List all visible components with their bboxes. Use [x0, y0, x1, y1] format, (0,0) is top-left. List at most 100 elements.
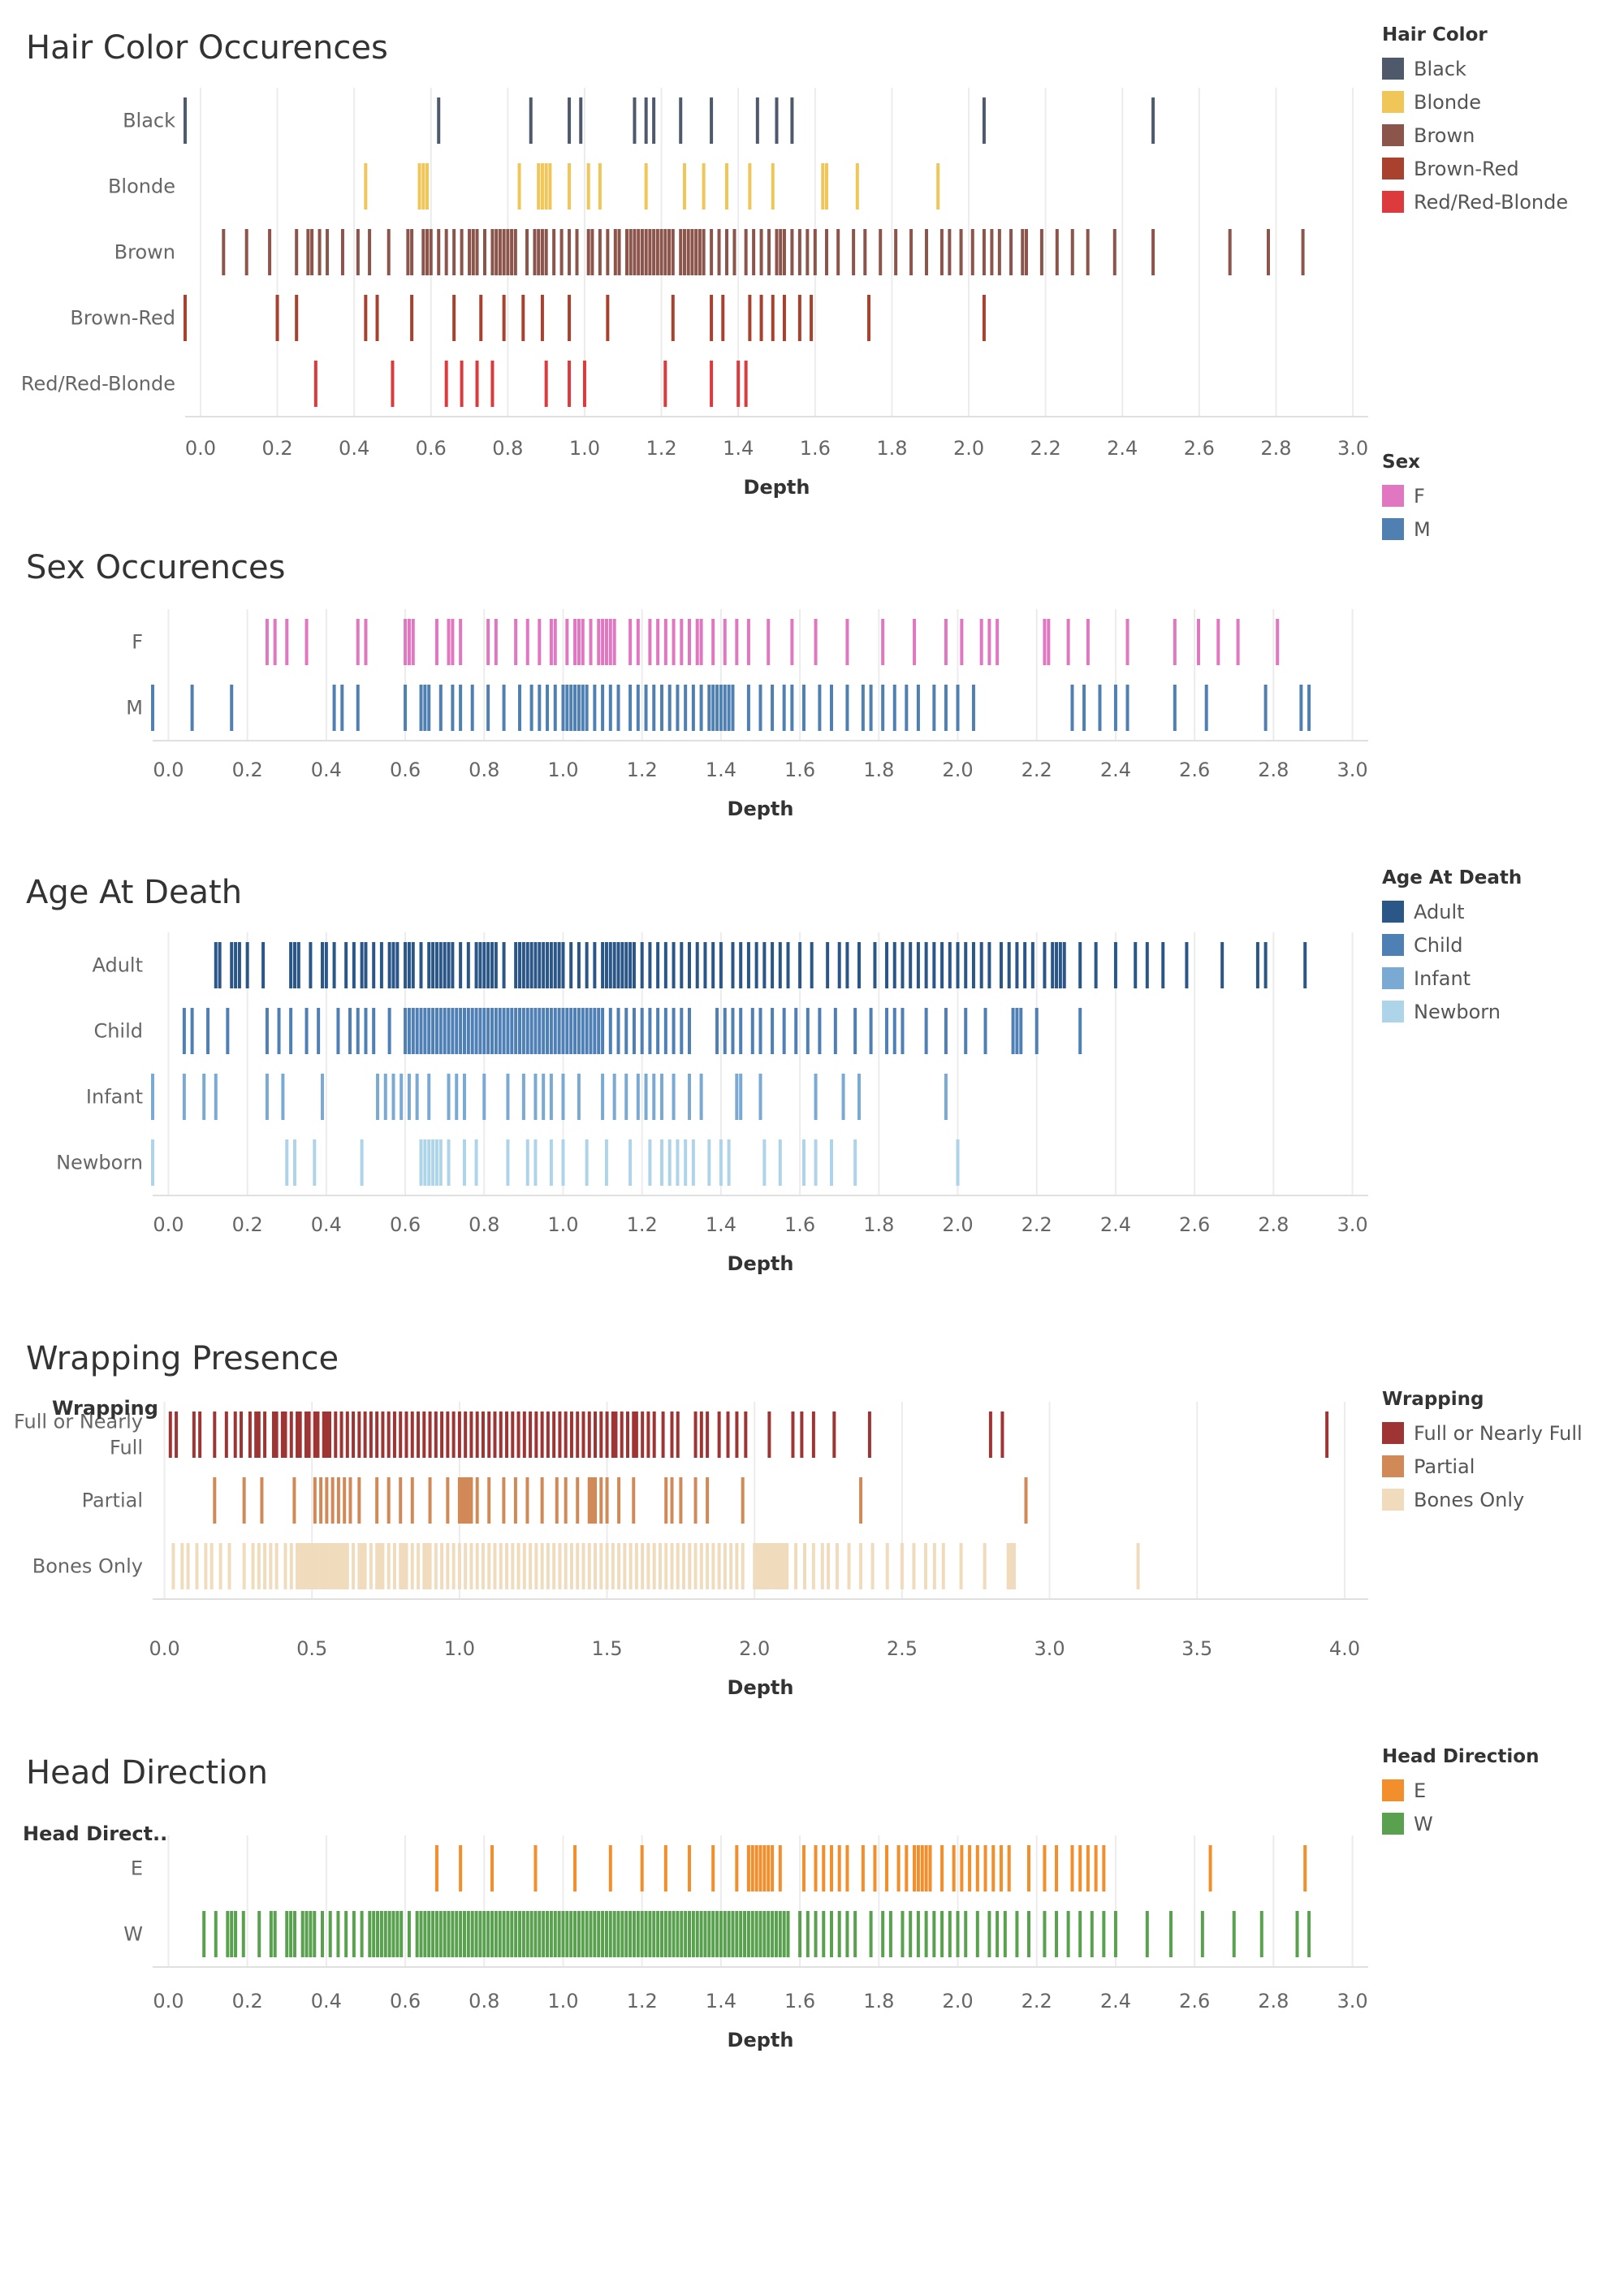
- x-tick-label: 1.0: [569, 437, 600, 460]
- x-tick-label: 3.0: [1337, 437, 1368, 460]
- x-tick-label: 1.0: [444, 1637, 475, 1660]
- x-tick-label: 2.4: [1100, 1213, 1131, 1236]
- legend-item-brown-red[interactable]: Brown-Red: [1382, 152, 1568, 185]
- legend-swatch: [1382, 191, 1404, 213]
- row-label: Brown: [114, 241, 175, 264]
- legend-item-newborn[interactable]: Newborn: [1382, 995, 1522, 1028]
- row-label: Full or Nearly: [14, 1411, 143, 1433]
- row-label: Bones Only: [32, 1555, 143, 1578]
- legend-item-partial[interactable]: Partial: [1382, 1450, 1583, 1483]
- legend-item-brown[interactable]: Brown: [1382, 119, 1568, 152]
- row-label: Adult: [92, 954, 143, 977]
- legend-title: Head Direction: [1382, 1746, 1540, 1767]
- x-tick-label: 1.6: [800, 437, 831, 460]
- legend-title: Sex: [1382, 452, 1420, 473]
- row-label: Partial: [82, 1489, 143, 1512]
- x-tick-label: 2.8: [1258, 1213, 1289, 1236]
- x-tick-label: 1.2: [627, 1213, 658, 1236]
- x-axis-title: Depth: [728, 2029, 794, 2051]
- x-tick-label: 2.6: [1179, 1213, 1210, 1236]
- x-tick-label: 1.8: [876, 437, 907, 460]
- legend-item-w[interactable]: W: [1382, 1807, 1539, 1840]
- x-tick-label: 0.2: [261, 437, 292, 460]
- legend-swatch: [1382, 1001, 1404, 1022]
- x-tick-label: 2.4: [1100, 1990, 1131, 2012]
- x-tick-label: 3.0: [1337, 759, 1367, 781]
- legend-item-full-or-nearly-full[interactable]: Full or Nearly Full: [1382, 1416, 1583, 1450]
- sex-chart: Sex Occurences F M 0.0 0.2 0.4 0.6 0.8 1.0 1.2 1.…: [0, 520, 1624, 845]
- row-header: Wrapping: [52, 1397, 158, 1420]
- x-tick-label: 3.0: [1337, 1990, 1367, 2012]
- x-axis-title: Depth: [728, 1676, 794, 1699]
- x-tick-label: 1.4: [706, 1990, 736, 2012]
- age-at-death-legend: Age At Death Adult Child Infant Newborn: [1382, 867, 1522, 1028]
- legend-label: Newborn: [1414, 1000, 1501, 1023]
- legend-label: F: [1414, 484, 1425, 508]
- x-tick-label: 0.0: [153, 1990, 184, 2012]
- x-tick-label: 1.0: [547, 1213, 578, 1236]
- legend-item-infant[interactable]: Infant: [1382, 962, 1522, 995]
- legend-item-child[interactable]: Child: [1382, 928, 1522, 962]
- x-tick-label: 0.2: [232, 1990, 263, 2012]
- wrapping-presence-chart: Wrapping Presence Full or Nearly Full Part…: [0, 1316, 1624, 1730]
- x-tick-label: 1.4: [706, 1213, 736, 1236]
- row-label: Full: [110, 1437, 143, 1459]
- x-tick-label: 2.5: [887, 1637, 918, 1660]
- legend-title: Hair Color: [1382, 24, 1488, 45]
- sex-chart-title: Sex Occurences: [26, 549, 286, 586]
- x-tick-label: 1.5: [591, 1637, 622, 1660]
- x-tick-label: 2.2: [1021, 1990, 1052, 2012]
- hair-color-legend: Hair Color Black Blonde Brown Brown-Red …: [1382, 24, 1568, 218]
- x-tick-label: 2.2: [1021, 759, 1052, 781]
- x-tick-label: 3.0: [1034, 1637, 1065, 1660]
- x-tick-label: 2.6: [1184, 437, 1215, 460]
- age-at-death-chart: Age At Death Adult Child Infant Newborn 0.0 0…: [0, 845, 1624, 1316]
- head-direction-legend: Head Direction E W: [1382, 1746, 1539, 1840]
- x-axis-title: Depth: [728, 798, 794, 820]
- x-tick-label: 3.5: [1181, 1637, 1212, 1660]
- x-tick-label: 1.6: [784, 759, 815, 781]
- row-label: Red/Red-Blonde: [21, 373, 175, 396]
- x-tick-label: 0.6: [416, 437, 447, 460]
- legend-label: Adult: [1414, 900, 1465, 923]
- legend-label: Infant: [1414, 966, 1471, 990]
- x-tick-label: 1.8: [863, 1990, 894, 2012]
- legend-item-red-red-blonde[interactable]: Red/Red-Blonde: [1382, 185, 1568, 218]
- x-tick-label: 0.0: [153, 759, 184, 781]
- legend-item-m[interactable]: M: [1382, 512, 1431, 546]
- legend-swatch: [1382, 124, 1404, 146]
- x-tick-label: 0.0: [185, 437, 216, 460]
- legend-swatch: [1382, 1813, 1404, 1835]
- legend-item-bones-only[interactable]: Bones Only: [1382, 1483, 1583, 1516]
- legend-label: Black: [1414, 57, 1466, 80]
- x-tick-label: 1.6: [784, 1213, 815, 1236]
- legend-swatch: [1382, 158, 1404, 179]
- x-tick-label: 2.0: [942, 1213, 973, 1236]
- x-tick-label: 2.0: [739, 1637, 770, 1660]
- x-tick-label: 1.6: [784, 1990, 815, 2012]
- x-tick-label: 0.6: [390, 1990, 421, 2012]
- legend-item-blonde[interactable]: Blonde: [1382, 85, 1568, 119]
- legend-item-adult[interactable]: Adult: [1382, 895, 1522, 928]
- x-tick-label: 1.0: [547, 759, 578, 781]
- x-tick-label: 0.4: [311, 759, 342, 781]
- x-tick-label: 0.8: [492, 437, 523, 460]
- x-tick-label: 0.6: [390, 759, 421, 781]
- legend-label: Brown-Red: [1414, 157, 1519, 180]
- hair-color-chart-title: Hair Color Occurences: [26, 29, 388, 67]
- legend-title: Age At Death: [1382, 867, 1522, 888]
- head-direction-plot: E W Head Direct.. 0.0 0.2 0.4 0.6 0.8 1.0 1.2 1.4 1…: [23, 1822, 1368, 2051]
- legend-item-black[interactable]: Black: [1382, 52, 1568, 85]
- x-tick-label: 0.4: [311, 1990, 342, 2012]
- legend-item-e[interactable]: E: [1382, 1774, 1539, 1807]
- x-tick-label: 0.4: [311, 1213, 342, 1236]
- legend-swatch: [1382, 1455, 1404, 1477]
- row-label: E: [131, 1857, 143, 1880]
- x-tick-label: 2.8: [1258, 759, 1289, 781]
- legend-item-f[interactable]: F: [1382, 479, 1431, 512]
- x-tick-label: 2.8: [1260, 437, 1291, 460]
- legend-swatch: [1382, 1489, 1404, 1511]
- hair-color-plot: Black Blonde Brown Brown-Red Red/Red-Blonde 0…: [21, 88, 1368, 499]
- x-tick-label: 2.8: [1258, 1990, 1289, 2012]
- legend-label: Red/Red-Blonde: [1414, 190, 1569, 214]
